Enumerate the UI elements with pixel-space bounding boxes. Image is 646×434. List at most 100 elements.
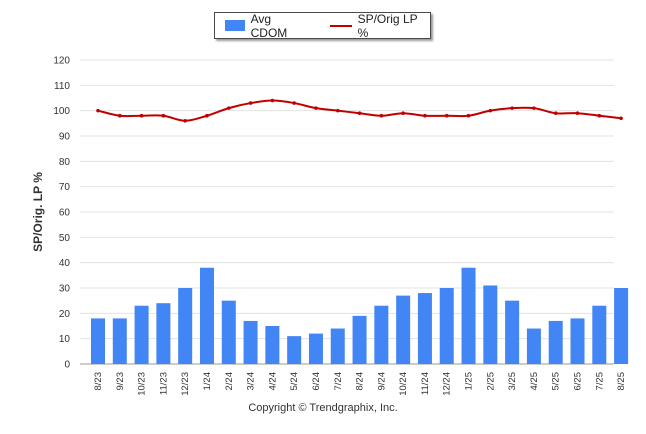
x-tick-label: 8/24 [355, 372, 366, 391]
bar [134, 305, 149, 364]
line-point [444, 113, 449, 118]
x-tick-label: 6/24 [311, 372, 322, 391]
bar [265, 326, 280, 364]
y-tick-label: 50 [59, 233, 71, 244]
y-tick-label: 40 [59, 258, 71, 269]
y-tick-label: 60 [59, 208, 71, 219]
y-tick-label: 120 [53, 56, 70, 67]
x-tick-label: 11/23 [158, 372, 169, 395]
y-tick-label: 70 [59, 182, 71, 193]
x-tick-label: 7/24 [333, 372, 344, 391]
bar [308, 333, 323, 364]
bar [330, 328, 345, 364]
line-point [96, 108, 100, 113]
y-tick-label: 20 [59, 309, 71, 320]
bar [221, 300, 236, 364]
line-point [379, 113, 384, 118]
line-point [161, 113, 166, 118]
bar-series [91, 267, 629, 364]
line-point [597, 113, 602, 118]
legend-swatch-line [330, 24, 352, 27]
x-tick-label: 2/25 [485, 372, 496, 391]
y-axis-ticks: 0 10 20 30 40 50 60 70 80 90 100 110 120 [53, 56, 70, 371]
bar [526, 328, 541, 364]
bar [439, 288, 454, 364]
x-tick-label: 10/23 [137, 372, 148, 396]
line-point [423, 113, 427, 118]
line-point [248, 101, 253, 105]
legend-item-sp-orig: SP/Orig LP % [310, 12, 430, 40]
y-tick-label: 90 [59, 132, 71, 143]
line-point [270, 98, 275, 103]
x-axis-ticks: 8/23 9/23 10/23 11/23 12/23 1/24 2/24 3/24 4/24 5… [93, 372, 627, 396]
y-tick-label: 100 [53, 106, 70, 117]
bar [243, 320, 258, 364]
line-point [292, 101, 296, 105]
bar [112, 318, 127, 364]
x-tick-label: 5/25 [551, 372, 562, 391]
x-tick-label: 8/23 [93, 372, 104, 391]
bar [505, 300, 520, 364]
bar [461, 267, 476, 364]
x-tick-label: 5/24 [289, 372, 300, 391]
y-tick-label: 110 [54, 81, 70, 92]
legend-label-avg-cdom: Avg CDOM [250, 11, 288, 40]
line-point [532, 106, 536, 110]
x-tick-label: 1/25 [464, 372, 475, 391]
x-tick-label: 4/24 [267, 372, 278, 391]
bar [614, 288, 629, 364]
line-point [401, 111, 405, 115]
bar [374, 305, 389, 364]
bar [396, 295, 411, 364]
legend-swatch-bar [225, 20, 245, 31]
copyright-text: Copyright © Trendgraphix, Inc. [248, 402, 398, 414]
x-tick-label: 8/25 [616, 372, 627, 391]
legend-item-avg-cdom: Avg CDOM [215, 12, 310, 40]
x-tick-label: 9/23 [115, 372, 126, 391]
bar [570, 318, 585, 364]
legend: Avg CDOM SP/Orig LP % [214, 12, 431, 40]
line-point [575, 111, 580, 115]
line-point [466, 113, 471, 118]
bar [178, 288, 193, 364]
line-point [488, 108, 493, 113]
x-tick-label: 4/25 [529, 372, 540, 391]
bar [91, 318, 105, 364]
bar [417, 293, 432, 364]
line-point [619, 116, 623, 121]
x-tick-label: 12/24 [442, 372, 453, 396]
line-point [183, 119, 187, 123]
x-tick-label: 7/25 [594, 372, 605, 391]
y-tick-label: 10 [59, 334, 71, 345]
legend-label-sp-orig: SP/Orig LP % [357, 11, 418, 40]
x-tick-label: 12/23 [180, 372, 191, 396]
line-point [139, 113, 144, 118]
y-tick-label: 30 [59, 284, 71, 295]
line-point [314, 106, 318, 110]
x-tick-label: 2/24 [224, 372, 235, 391]
bar [287, 336, 302, 364]
bar [352, 315, 367, 364]
x-tick-label: 9/24 [376, 372, 387, 391]
line-point [205, 113, 209, 118]
line-series [96, 98, 623, 123]
bar [592, 305, 607, 364]
line-point [357, 111, 362, 115]
line-point [335, 108, 340, 113]
bar [156, 303, 171, 364]
x-tick-label: 10/24 [398, 372, 409, 396]
y-tick-label: 0 [64, 360, 70, 371]
bar [483, 285, 498, 364]
x-tick-label: 3/24 [246, 372, 257, 391]
line-point [117, 113, 122, 118]
line-point [226, 106, 231, 110]
x-tick-label: 6/25 [573, 372, 584, 391]
line-point [553, 111, 558, 115]
y-tick-label: 80 [59, 157, 71, 168]
x-tick-label: 1/24 [202, 372, 213, 391]
y-axis-label: SP/Orig. LP % [31, 172, 45, 252]
bar [199, 267, 214, 364]
x-tick-label: 11/24 [420, 372, 431, 395]
bar [548, 320, 563, 364]
